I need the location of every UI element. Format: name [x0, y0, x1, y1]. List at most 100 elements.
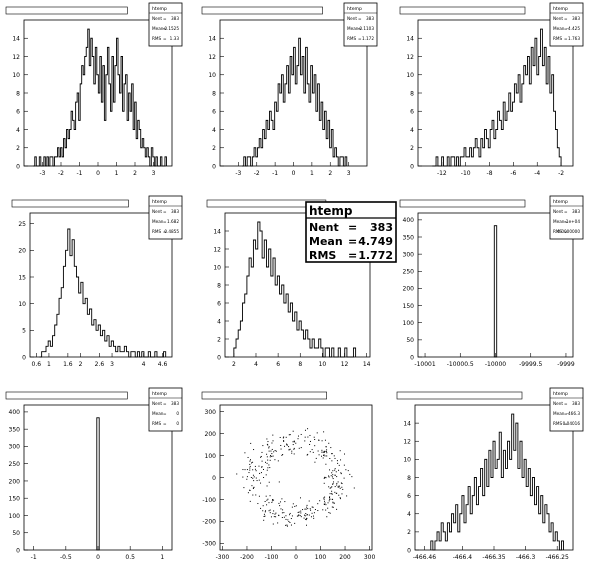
svg-text:=: =	[163, 209, 167, 214]
scatter-point	[343, 453, 345, 455]
stats-label: Nent	[152, 401, 162, 406]
scatter-point	[270, 516, 272, 518]
scatter-point	[297, 438, 299, 440]
y-tick-label: 100	[9, 513, 21, 520]
histogram-bin	[303, 339, 305, 357]
stats-name: htemp	[553, 199, 568, 205]
svg-text:=: =	[163, 219, 167, 224]
scatter-point	[252, 474, 254, 476]
histogram-bin	[530, 496, 532, 550]
scatter-point	[281, 498, 283, 500]
stats-value: -4.425	[567, 26, 581, 31]
scatter-point	[345, 469, 347, 471]
scatter-point	[263, 477, 265, 479]
scatter-point	[309, 508, 311, 510]
x-tick-label: -300	[216, 554, 230, 561]
histogram-bin	[62, 157, 64, 166]
scatter-point	[328, 476, 330, 478]
scatter-point	[252, 469, 254, 471]
scatter-point	[268, 446, 270, 448]
x-tick-label: -466.35	[482, 554, 505, 561]
svg-text:=: =	[358, 36, 362, 41]
scatter-point	[269, 459, 271, 461]
scatter-point	[351, 476, 353, 478]
histogram-bin	[50, 346, 52, 357]
scatter-point	[326, 452, 328, 454]
histogram-bin	[510, 459, 512, 550]
y-tick-label: 4	[217, 318, 221, 325]
scatter-point	[329, 469, 331, 471]
histogram-bin	[271, 276, 273, 357]
y-tick-label: 100	[403, 320, 415, 327]
scatter-point	[334, 468, 336, 470]
scatter-point	[268, 481, 270, 483]
scatter-point	[282, 509, 284, 511]
scatter-point	[332, 483, 334, 485]
histogram-bin	[323, 130, 325, 167]
scatter-point	[273, 451, 275, 453]
scatter-point	[329, 493, 331, 495]
scatter-point	[271, 455, 273, 457]
scatter-point	[288, 449, 290, 451]
x-tick-label: -4	[534, 170, 540, 177]
y-tick-label: -300	[202, 541, 216, 548]
histogram-bin	[59, 157, 61, 166]
scatter-point	[273, 510, 275, 512]
histogram-bin	[546, 84, 548, 166]
histogram-bin	[251, 267, 253, 357]
scatter-point	[329, 487, 331, 489]
x-tick-label: -9999	[557, 361, 575, 368]
scatter-point	[309, 451, 311, 453]
y-tick-label: 6	[407, 493, 411, 500]
stats-value: 0.0000000	[557, 229, 580, 234]
title-box	[5, 391, 128, 400]
histogram-bin	[79, 293, 81, 357]
title-box	[396, 391, 523, 400]
scatter-point	[271, 501, 273, 503]
scatter-point	[267, 459, 269, 461]
x-tick-label: 0	[292, 170, 296, 177]
scatter-point	[331, 506, 333, 508]
scatter-point	[266, 462, 268, 464]
x-tick-label: -466.4	[453, 554, 473, 561]
scatter-point	[326, 455, 328, 457]
y-tick-label: 150	[403, 303, 415, 310]
scatter-point	[338, 469, 340, 471]
histogram-bin	[141, 148, 143, 166]
x-tick-label: 1.6	[63, 361, 73, 368]
histogram-outline	[430, 413, 564, 551]
x-tick-label: -2	[558, 170, 564, 177]
stats-label: Mean	[152, 219, 164, 224]
scatter-point	[264, 501, 266, 503]
svg-text:=: =	[564, 219, 568, 224]
scatter-point	[331, 453, 333, 455]
scatter-point	[291, 506, 293, 508]
scatter-point	[313, 512, 315, 514]
histogram-bin	[518, 468, 520, 550]
scatter-point	[253, 449, 255, 451]
histogram-bin	[522, 478, 524, 551]
histogram-bin	[266, 267, 268, 357]
scatter-point	[250, 476, 252, 478]
scatter-point	[288, 434, 290, 436]
scatter-point	[284, 445, 286, 447]
histogram-bin	[549, 532, 551, 550]
scatter-point	[331, 453, 333, 455]
histogram-spike	[96, 417, 100, 551]
scatter-point	[332, 474, 334, 476]
histogram-bin	[283, 102, 285, 166]
histogram-bin	[314, 348, 316, 357]
y-tick-label: 10	[208, 72, 216, 79]
y-tick-label: 14	[403, 420, 411, 427]
stats-label: Nent	[347, 16, 357, 21]
scatter-point	[267, 441, 269, 443]
scatter-point	[321, 449, 323, 451]
y-tick-label: 100	[205, 453, 217, 460]
scatter-point	[307, 428, 309, 430]
scatter-point	[288, 521, 290, 523]
scatter-point	[334, 491, 336, 493]
